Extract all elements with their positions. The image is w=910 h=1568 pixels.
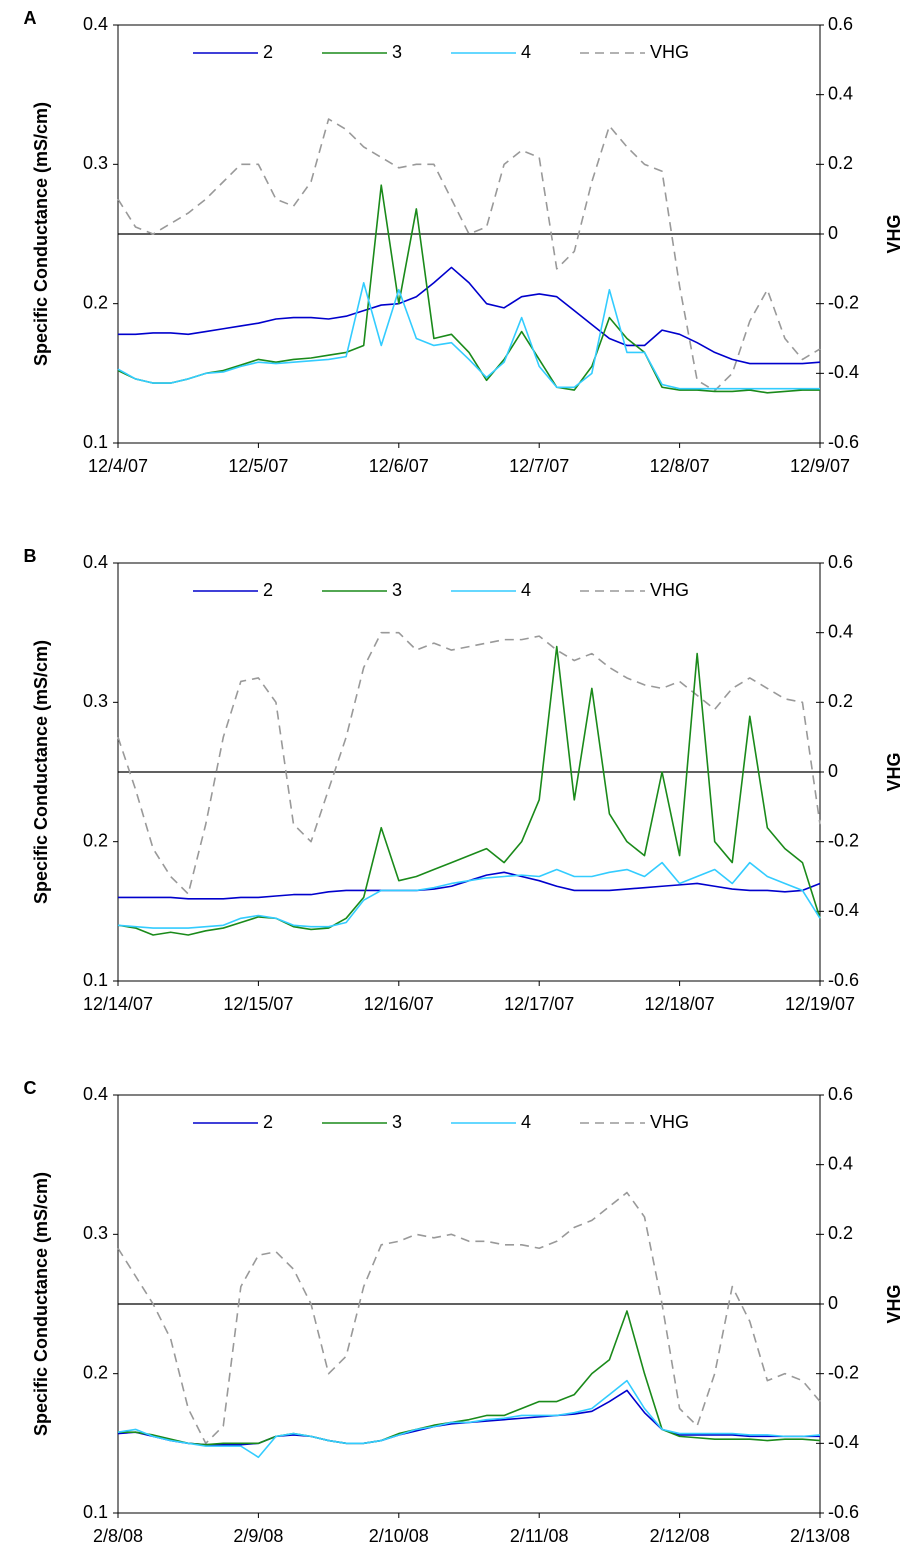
y-tick-label: 0.1 — [83, 432, 108, 452]
y2-tick-label: 0.6 — [828, 1084, 853, 1104]
x-tick-label: 12/4/07 — [88, 456, 148, 476]
y2-tick-label: 0.4 — [828, 83, 853, 103]
legend-label: 3 — [392, 580, 402, 600]
series-line — [117, 118, 821, 392]
y2-tick-label: -0.4 — [828, 1432, 859, 1452]
x-tick-label: 2/11/08 — [510, 1526, 569, 1546]
x-tick-label: 2/9/08 — [233, 1526, 283, 1546]
panel-label: C — [24, 1078, 37, 1098]
legend-label: VHG — [650, 1112, 689, 1132]
series-line — [118, 1310, 821, 1446]
x-tick-label: 12/5/07 — [228, 456, 288, 476]
legend-label: 4 — [521, 42, 531, 62]
legend-label: 2 — [263, 580, 273, 600]
legend-label: 2 — [263, 42, 273, 62]
y2-tick-label: 0 — [828, 1293, 838, 1313]
x-tick-label: 2/13/08 — [790, 1526, 850, 1546]
legend-label: 3 — [392, 42, 402, 62]
y-tick-label: 0.3 — [83, 1223, 108, 1243]
y2-tick-label: 0.2 — [828, 153, 853, 173]
legend-label: VHG — [650, 42, 689, 62]
x-tick-label: 12/8/07 — [650, 456, 710, 476]
y-tick-label: 0.4 — [83, 1084, 108, 1104]
x-tick-label: 12/15/07 — [223, 994, 293, 1014]
y2-tick-label: 0.2 — [828, 1223, 853, 1243]
panel-label: A — [24, 8, 37, 28]
y2-tick-label: 0.4 — [828, 621, 853, 641]
y-axis-label: Specific Conductance (mS/cm) — [31, 102, 51, 366]
x-tick-label: 12/19/07 — [785, 994, 855, 1014]
y2-tick-label: 0 — [828, 761, 838, 781]
x-tick-label: 12/6/07 — [369, 456, 429, 476]
y2-tick-label: -0.2 — [828, 830, 859, 850]
x-tick-label: 12/17/07 — [504, 994, 574, 1014]
series-line — [117, 281, 820, 390]
x-tick-label: 2/10/08 — [369, 1526, 429, 1546]
y-tick-label: 0.3 — [83, 691, 108, 711]
y2-tick-label: 0.6 — [828, 552, 853, 572]
series-line — [117, 1191, 821, 1445]
y-axis-label: Specific Conductance (mS/cm) — [31, 640, 51, 904]
series-line — [117, 1379, 821, 1459]
series-line — [117, 184, 820, 394]
x-tick-label: 12/9/07 — [790, 456, 850, 476]
x-tick-label: 12/18/07 — [645, 994, 715, 1014]
y2-tick-label: -0.4 — [828, 362, 859, 382]
y2-tick-label: -0.2 — [828, 292, 859, 312]
series-line — [118, 266, 821, 365]
legend-label: 3 — [392, 1112, 402, 1132]
x-tick-label: 2/8/08 — [93, 1526, 143, 1546]
y-tick-label: 0.1 — [83, 970, 108, 990]
y2-tick-label: -0.2 — [828, 1362, 859, 1382]
y-tick-label: 0.2 — [83, 292, 108, 312]
x-tick-label: 12/7/07 — [509, 456, 569, 476]
legend-label: VHG — [650, 580, 689, 600]
y2-axis-label: VHG — [884, 214, 904, 253]
y-tick-label: 0.4 — [83, 552, 108, 572]
series-line — [117, 631, 821, 895]
y2-tick-label: 0.2 — [828, 691, 853, 711]
panel-label: B — [24, 546, 37, 566]
legend-label: 4 — [521, 580, 531, 600]
series-line — [118, 871, 821, 900]
y-tick-label: 0.2 — [83, 830, 108, 850]
y-axis-label: Specific Conductance (mS/cm) — [31, 1172, 51, 1436]
series-line — [117, 861, 821, 929]
y2-tick-label: -0.6 — [828, 1502, 859, 1522]
y-tick-label: 0.3 — [83, 153, 108, 173]
y2-tick-label: 0 — [828, 223, 838, 243]
y2-axis-label: VHG — [884, 1284, 904, 1323]
x-tick-label: 12/16/07 — [364, 994, 434, 1014]
x-tick-label: 2/12/08 — [650, 1526, 710, 1546]
y2-tick-label: 0.6 — [828, 14, 853, 34]
y2-tick-label: -0.6 — [828, 970, 859, 990]
y2-tick-label: -0.6 — [828, 432, 859, 452]
y-tick-label: 0.4 — [83, 14, 108, 34]
y-tick-label: 0.2 — [83, 1362, 108, 1382]
x-tick-label: 12/14/07 — [83, 994, 153, 1014]
y2-tick-label: -0.4 — [828, 900, 859, 920]
y2-tick-label: 0.4 — [828, 1153, 853, 1173]
series-line — [117, 1389, 820, 1446]
legend-label: 4 — [521, 1112, 531, 1132]
series-line — [117, 645, 821, 936]
legend-label: 2 — [263, 1112, 273, 1132]
y-tick-label: 0.1 — [83, 1502, 108, 1522]
y2-axis-label: VHG — [884, 752, 904, 791]
